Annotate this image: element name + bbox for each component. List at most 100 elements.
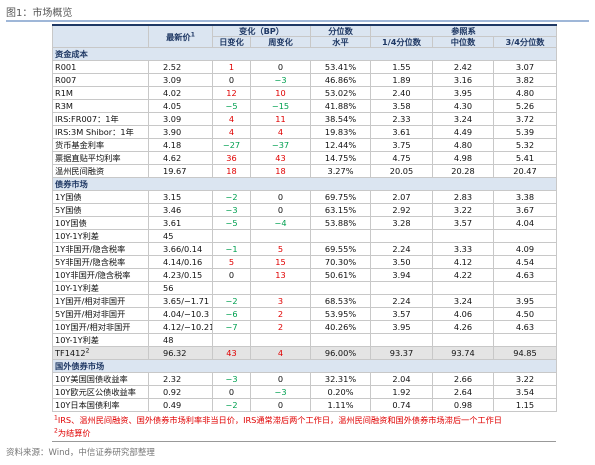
value: 1.92 (392, 387, 411, 397)
cell: 93.37 (370, 346, 433, 360)
value: 1.89 (392, 75, 411, 85)
value: 1.11% (327, 400, 354, 410)
cell: 19.67 (148, 164, 213, 178)
value: 94.85 (513, 348, 537, 358)
row-label: 10Y欧元区公债收益率 (55, 387, 136, 397)
cell: IRS:3M Shibor：1年 (52, 125, 149, 139)
cell: 4.09 (493, 242, 557, 256)
cell: R007 (52, 73, 149, 87)
cell: 3.94 (370, 268, 433, 282)
cell: 70.30% (310, 255, 371, 269)
value: 4.06 (453, 309, 473, 319)
value: 43 (226, 348, 237, 358)
cell: 3.72 (493, 112, 557, 126)
value: −7 (225, 322, 238, 332)
cell: 温州民间融资 (52, 164, 149, 178)
cell: 69.75% (310, 190, 371, 204)
value: 4.80 (515, 88, 535, 98)
cell (370, 333, 433, 347)
value: 50.61% (324, 270, 357, 280)
cell: 货币基金利率 (52, 138, 149, 152)
value: 4.30 (453, 101, 473, 111)
data-row: 票据直贴平均利率 4.62 36 43 14.75% 4.75 4.98 5.41 (52, 151, 557, 165)
cell: 0.20% (310, 385, 371, 399)
cell: 53.41% (310, 60, 371, 74)
header-cell: 分位数 (310, 24, 371, 37)
cell: 10Y非国开/隐含税率 (52, 268, 149, 282)
cell: 4 (250, 125, 311, 139)
cell: 2.32 (148, 372, 213, 386)
cell: 2.42 (432, 60, 494, 74)
cell: 3.57 (432, 216, 494, 230)
value: 4.63 (515, 270, 535, 280)
value: 20.47 (513, 166, 537, 176)
data-row: 10Y非国开/隐含税率 4.23/0.15 0 13 50.61% 3.94 4.22 4.6… (52, 268, 557, 282)
value: −3 (274, 75, 287, 85)
value: −5 (225, 101, 238, 111)
value: 46.86% (324, 75, 357, 85)
row-label: R001 (55, 62, 77, 72)
value: 3.33 (453, 244, 473, 254)
value: 0.98 (453, 400, 473, 410)
value: 18 (226, 166, 237, 176)
cell: 18 (212, 164, 251, 178)
value: 3.15 (163, 192, 182, 202)
cell: 3.22 (432, 203, 494, 217)
cell: −37 (250, 138, 311, 152)
cell: 4.63 (493, 268, 557, 282)
cell (310, 229, 371, 243)
cell: 0.98 (432, 398, 494, 412)
footnote-text: 为结算价 (57, 428, 91, 438)
value: 4.54 (515, 257, 535, 267)
value: 3.67 (515, 205, 535, 215)
cell: 4 (250, 346, 311, 360)
cell: 4.12 (432, 255, 494, 269)
cell: −4 (250, 216, 311, 230)
value: 1 (228, 62, 235, 72)
value: 3.46 (163, 205, 182, 215)
data-row: 10Y国开/相对非国开 4.12/−10.21 −7 2 40.26% 3.95 4.26 4… (52, 320, 557, 334)
value: 4.80 (453, 140, 473, 150)
cell: R001 (52, 60, 149, 74)
value: 0 (228, 387, 235, 397)
value: 3.66/0.14 (163, 244, 203, 254)
value: 0 (277, 62, 284, 72)
cell (432, 229, 494, 243)
cell: 2.24 (370, 242, 433, 256)
cell: −3 (250, 385, 311, 399)
value: 32.31% (324, 374, 357, 384)
value: 13 (275, 270, 286, 280)
header-cell: 周变化 (250, 36, 311, 48)
cell: 3.09 (148, 73, 213, 87)
value: 2.24 (392, 244, 411, 254)
row-label: 货币基金利率 (55, 140, 105, 150)
cell: 2.64 (432, 385, 494, 399)
data-row: 10Y日本国债利率 0.49 −2 0 1.11% 0.74 0.98 1.15 (52, 398, 557, 412)
value: 53.95% (324, 309, 357, 319)
value: 2.64 (453, 387, 473, 397)
cell: −3 (212, 203, 251, 217)
value: −2 (225, 296, 238, 306)
cell: 0 (250, 398, 311, 412)
value: 3.57 (392, 309, 411, 319)
header-cell: 最新价1 (148, 24, 213, 48)
cell: 1.55 (370, 60, 433, 74)
cell: 3.09 (148, 112, 213, 126)
value: 53.02% (324, 88, 357, 98)
cell: 4.75 (370, 151, 433, 165)
value: 1.55 (392, 62, 411, 72)
cell: −2 (212, 398, 251, 412)
value: 4.23/0.15 (163, 270, 203, 280)
cell: 53.95% (310, 307, 371, 321)
section-row: 资金成本 (52, 47, 557, 61)
cell: 4.12/−10.21 (148, 320, 213, 334)
section-row: 国外债券市场 (52, 359, 557, 373)
value: 2 (277, 309, 284, 319)
cell (250, 229, 311, 243)
value: 2 (277, 322, 284, 332)
cell: 1.89 (370, 73, 433, 87)
value: 4.12 (453, 257, 473, 267)
cell: 4.98 (432, 151, 494, 165)
data-row: TF14122 96.32 43 4 96.00% 93.37 93.74 94.85 (52, 346, 557, 360)
